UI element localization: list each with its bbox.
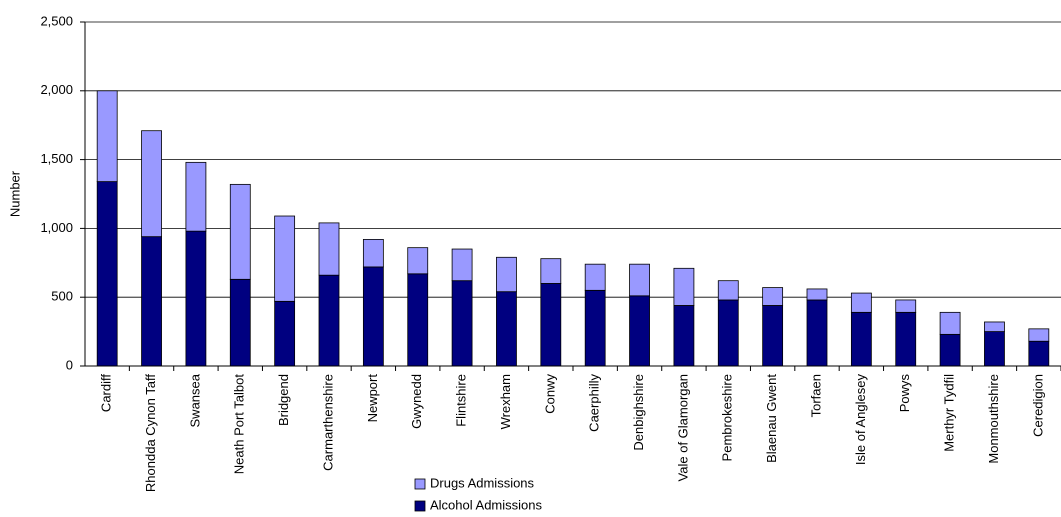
bar-segment xyxy=(584,289,606,367)
y-tick-label: 2,500 xyxy=(40,13,73,28)
x-tick-label: Flintshire xyxy=(454,374,469,427)
bar-segment xyxy=(673,305,695,367)
x-tick-label: Neath Port Talbot xyxy=(232,374,247,475)
bar-segment xyxy=(584,263,606,291)
bar-segment xyxy=(274,300,296,367)
y-tick-label: 500 xyxy=(51,289,73,304)
bar-segment xyxy=(141,130,162,238)
x-tick-label: Ceredigion xyxy=(1030,374,1045,437)
bar-segment xyxy=(673,267,695,306)
bar-segment xyxy=(185,230,207,367)
bar-segment xyxy=(850,292,872,313)
bar-segment xyxy=(274,215,296,302)
bar-segment xyxy=(895,311,917,367)
bar-segment xyxy=(496,256,517,293)
bar-segment xyxy=(141,236,162,367)
legend-swatch xyxy=(414,478,426,490)
x-tick-label: Isle of Anglesey xyxy=(853,374,868,466)
bar-segment xyxy=(185,161,207,232)
bar-segment xyxy=(229,278,251,367)
x-tick-label: Vale of Glamorgan xyxy=(675,374,690,481)
bar-segment xyxy=(762,287,784,306)
y-tick-label: 1,000 xyxy=(40,220,73,235)
bar-segment xyxy=(407,247,429,275)
bar-segment xyxy=(939,311,961,335)
legend-swatch xyxy=(414,500,426,512)
bar-segment xyxy=(850,311,872,367)
bar-segment xyxy=(629,263,650,297)
x-tick-label: Blaenau Gwent xyxy=(764,374,779,463)
x-tick-label: Bridgend xyxy=(276,374,291,426)
bar-segment xyxy=(96,90,118,183)
bar-segment xyxy=(451,280,473,367)
bar-segment xyxy=(362,239,384,268)
bar-segment xyxy=(362,266,384,367)
bar-segment xyxy=(762,305,784,367)
x-tick-label: Denbighshire xyxy=(631,374,646,451)
y-axis-label: Number xyxy=(7,170,22,217)
bar-segment xyxy=(318,222,340,276)
x-tick-label: Swansea xyxy=(187,373,202,427)
bar-segment xyxy=(984,331,1005,367)
bar-segment xyxy=(939,333,961,367)
bar-segment xyxy=(318,274,340,367)
x-tick-label: Conwy xyxy=(542,374,557,414)
bar-segment xyxy=(984,321,1005,332)
bar-segment xyxy=(96,181,118,367)
bar-segment xyxy=(806,299,828,367)
x-tick-label: Powys xyxy=(897,374,912,413)
legend-label: Alcohol Admissions xyxy=(430,497,542,512)
x-tick-label: Pembrokeshire xyxy=(720,374,735,461)
bar-segment xyxy=(895,299,917,313)
bar-segment xyxy=(806,288,828,301)
x-tick-label: Monmouthshire xyxy=(986,374,1001,464)
y-tick-label: 1,500 xyxy=(40,151,73,166)
bar-segment xyxy=(407,273,429,367)
y-tick-label: 0 xyxy=(66,357,73,372)
x-tick-label: Caerphilly xyxy=(587,374,602,432)
x-tick-label: Carmarthenshire xyxy=(320,374,335,471)
x-tick-label: Rhondda Cynon Taff xyxy=(143,374,158,492)
bar-segment xyxy=(540,283,562,367)
bar-segment xyxy=(717,280,739,301)
x-tick-label: Gwynedd xyxy=(409,374,424,429)
bar-segment xyxy=(229,183,251,280)
bar-segment xyxy=(629,295,650,367)
x-tick-label: Wrexham xyxy=(498,374,513,429)
x-tick-label: Merthyr Tydfil xyxy=(942,374,957,452)
bar-segment xyxy=(451,248,473,282)
bar-segment xyxy=(717,299,739,367)
bar-segment xyxy=(540,258,562,284)
y-tick-label: 2,000 xyxy=(40,82,73,97)
legend-label: Drugs Admissions xyxy=(430,475,535,490)
bar-segment xyxy=(496,291,517,367)
bar-segment xyxy=(1028,328,1050,342)
x-tick-label: Newport xyxy=(365,374,380,423)
x-tick-label: Cardiff xyxy=(99,374,114,412)
bar-segment xyxy=(1028,340,1050,367)
x-tick-label: Torfaen xyxy=(808,374,823,417)
